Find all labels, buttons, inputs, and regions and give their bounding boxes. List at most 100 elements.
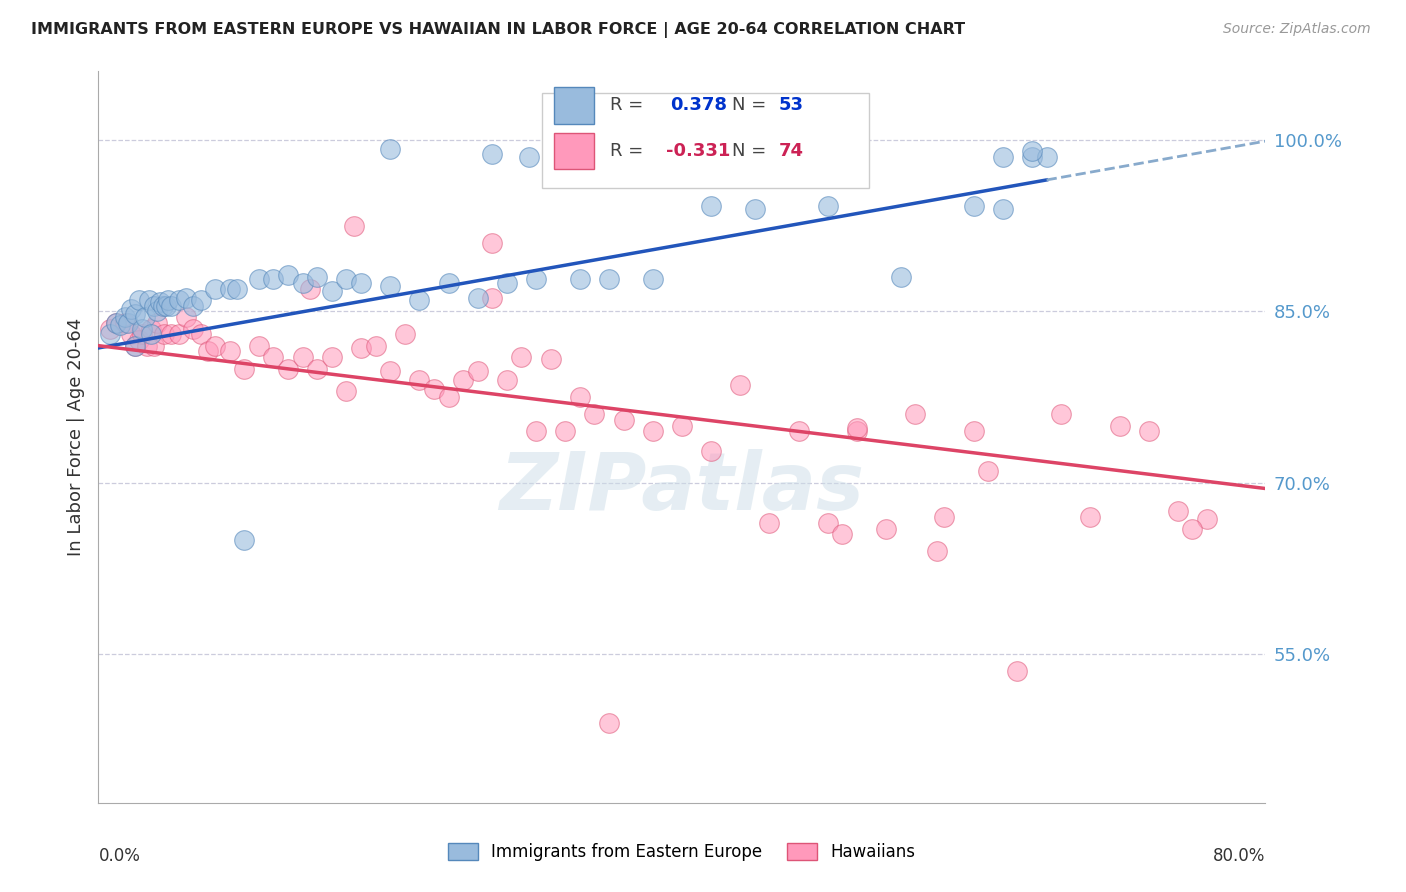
Point <box>846 425 869 439</box>
Point <box>350 276 373 290</box>
Point <box>120 301 142 317</box>
Point <box>744 202 766 216</box>
Point <box>496 373 519 387</box>
Point <box>104 316 127 330</box>
Point <box>831 527 853 541</box>
Point <box>1021 145 1043 159</box>
Point <box>262 272 284 286</box>
Point <box>190 327 212 342</box>
Point <box>160 327 183 342</box>
Point <box>131 327 153 342</box>
Point <box>134 310 156 324</box>
Point <box>1137 425 1160 439</box>
Bar <box>554 133 595 169</box>
Text: Source: ZipAtlas.com: Source: ZipAtlas.com <box>1223 22 1371 37</box>
Point <box>962 199 984 213</box>
Point <box>890 270 912 285</box>
Point <box>437 390 460 404</box>
Point <box>598 272 620 286</box>
Point <box>98 327 121 342</box>
Point <box>991 150 1014 164</box>
Point <box>110 318 132 332</box>
Text: ZIPatlas: ZIPatlas <box>499 450 865 527</box>
Point <box>204 339 226 353</box>
Text: 0.0%: 0.0% <box>98 847 141 864</box>
Point <box>128 293 150 307</box>
Point <box>380 142 402 156</box>
Point <box>146 304 169 318</box>
Point <box>149 295 172 310</box>
Point <box>481 235 503 250</box>
Point <box>98 321 121 335</box>
Point <box>262 350 284 364</box>
Point <box>124 307 146 321</box>
Point <box>124 339 146 353</box>
Point <box>174 291 197 305</box>
Point <box>142 339 165 353</box>
Point <box>117 316 139 330</box>
Point <box>817 516 839 530</box>
Point <box>233 361 256 376</box>
Point <box>247 272 270 286</box>
Point <box>380 279 402 293</box>
Point <box>437 276 460 290</box>
Text: N =: N = <box>733 96 766 114</box>
Point <box>291 350 314 364</box>
Point <box>190 293 212 307</box>
Text: R =: R = <box>610 142 648 160</box>
Bar <box>541 94 869 188</box>
Text: 74: 74 <box>779 142 804 160</box>
Point <box>758 516 780 530</box>
Point <box>671 418 693 433</box>
Point <box>321 350 343 364</box>
Point <box>481 146 503 161</box>
Point <box>197 344 219 359</box>
Point <box>128 333 150 347</box>
Point <box>1007 665 1029 679</box>
Text: N =: N = <box>733 142 766 160</box>
Point <box>167 293 190 307</box>
Point <box>155 299 177 313</box>
Point <box>612 413 634 427</box>
Point <box>583 407 606 421</box>
Legend: Immigrants from Eastern Europe, Hawaiians: Immigrants from Eastern Europe, Hawaiian… <box>441 836 922 868</box>
Point <box>394 327 416 342</box>
Point <box>1080 510 1102 524</box>
Point <box>146 316 169 330</box>
Point <box>247 339 270 353</box>
Point <box>114 316 136 330</box>
Point <box>496 276 519 290</box>
Point <box>307 361 329 376</box>
Point <box>204 281 226 295</box>
Point <box>104 316 127 330</box>
Point <box>226 281 249 295</box>
Point <box>142 299 165 313</box>
Point <box>467 291 489 305</box>
Point <box>298 281 321 295</box>
Text: 80.0%: 80.0% <box>1213 847 1265 864</box>
Point <box>875 521 897 535</box>
Point <box>481 291 503 305</box>
Point <box>1181 521 1204 535</box>
Point <box>904 407 927 421</box>
Point <box>1050 407 1073 421</box>
Point <box>160 299 183 313</box>
Point <box>139 327 162 342</box>
Point <box>120 327 142 342</box>
Point <box>1035 150 1057 164</box>
Point <box>524 425 547 439</box>
Point <box>181 299 204 313</box>
Point <box>157 293 180 307</box>
Point <box>167 327 190 342</box>
Point <box>787 425 810 439</box>
Text: -0.331: -0.331 <box>665 142 730 160</box>
Point <box>124 339 146 353</box>
Point <box>152 299 174 313</box>
Point <box>1167 504 1189 518</box>
Point <box>307 270 329 285</box>
Point <box>730 377 752 392</box>
Text: 0.378: 0.378 <box>671 96 727 114</box>
Point <box>380 364 402 378</box>
Point <box>524 272 547 286</box>
Point <box>510 350 533 364</box>
